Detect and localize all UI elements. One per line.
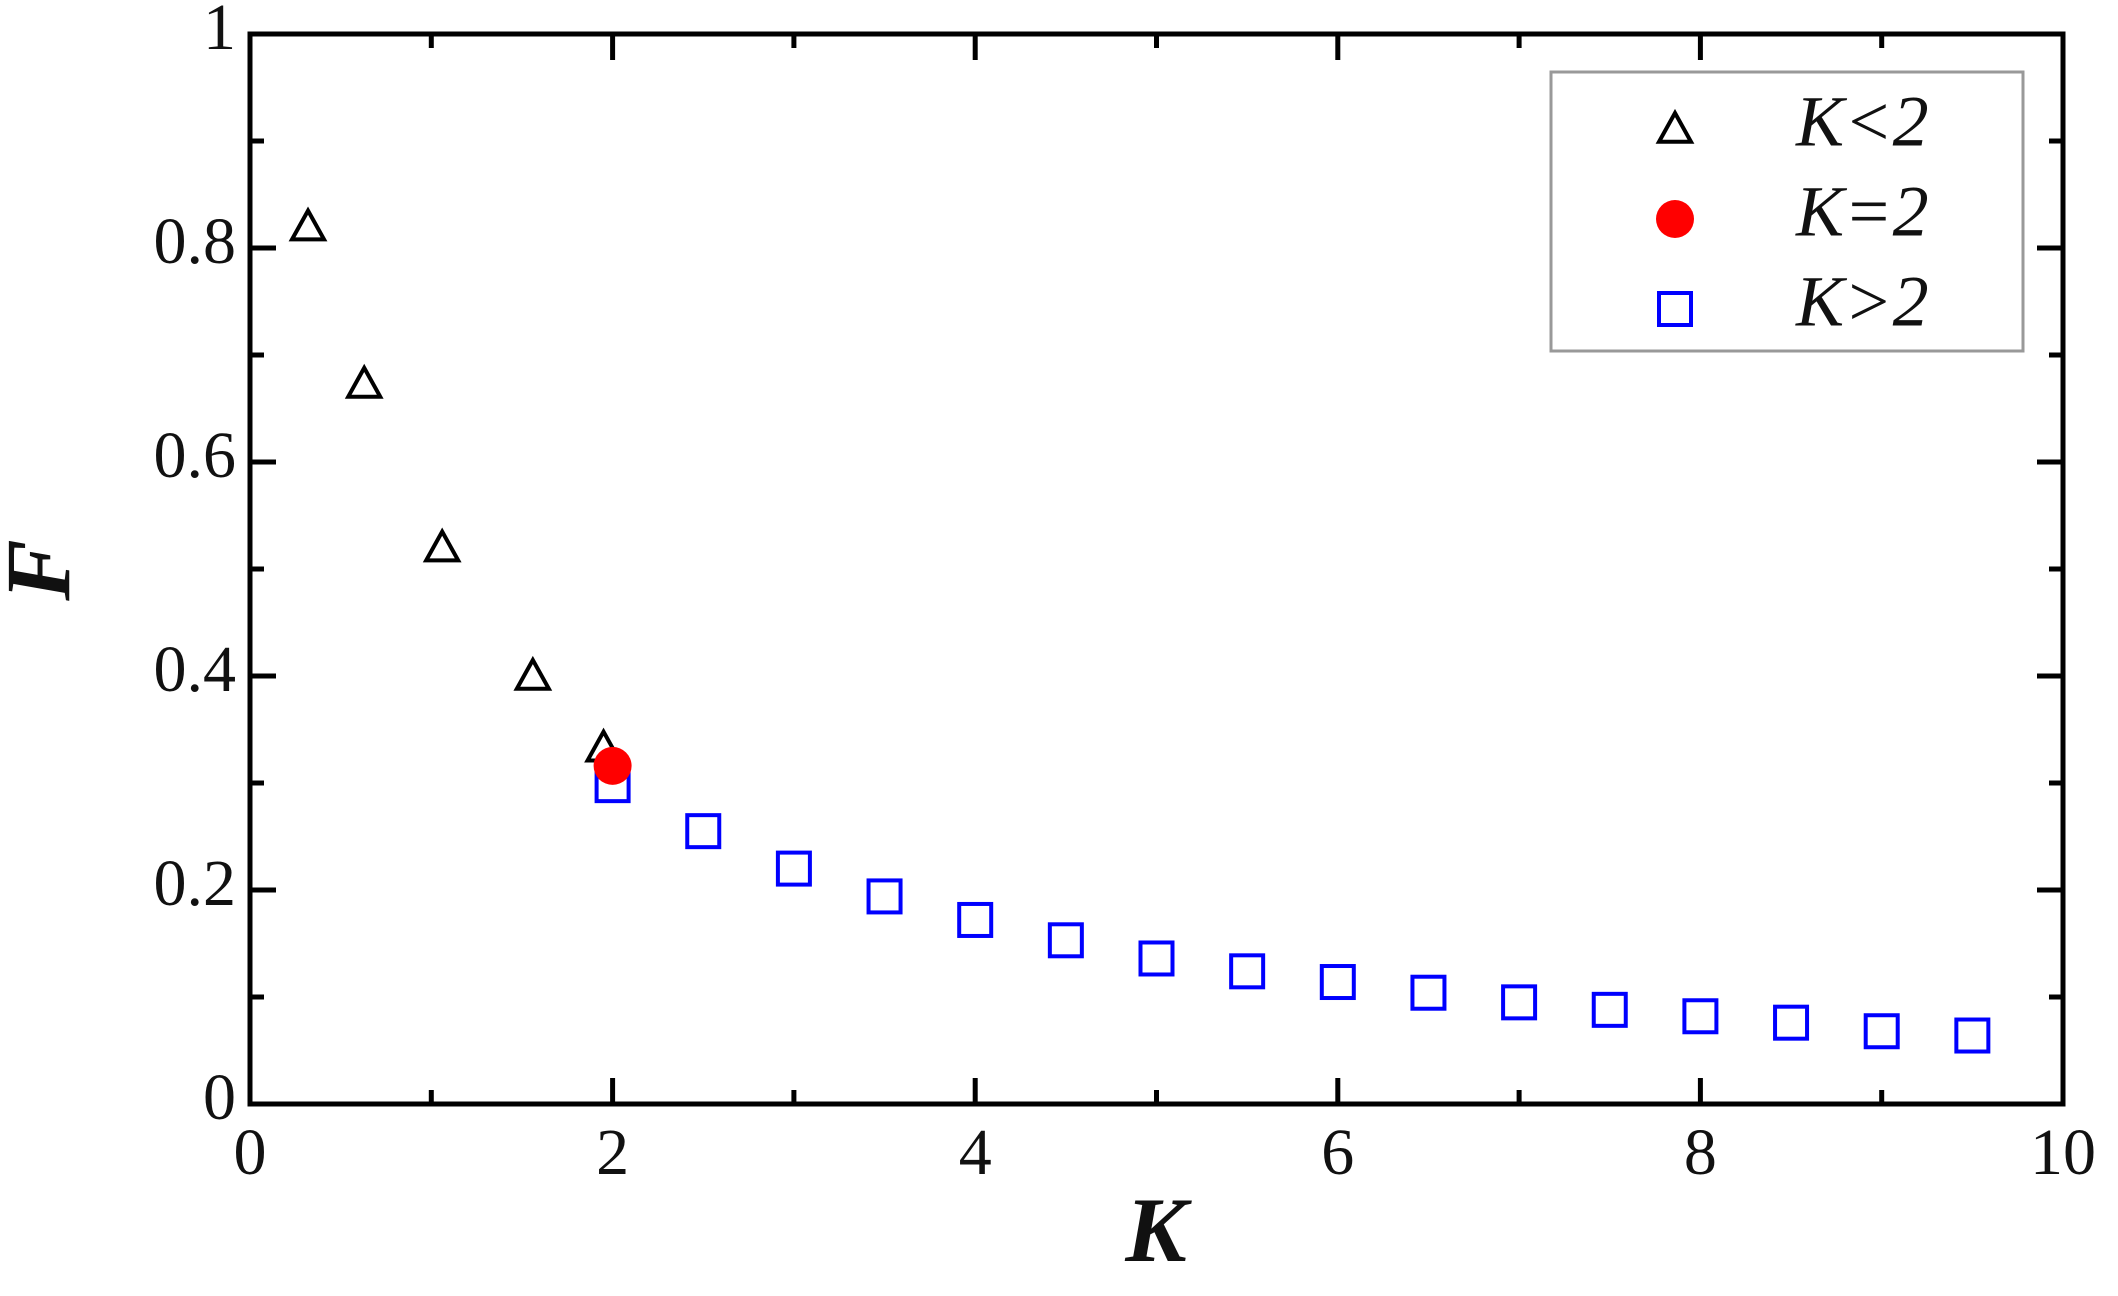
- x-tick-label: 2: [596, 1116, 629, 1189]
- x-tick-label: 6: [1321, 1116, 1354, 1189]
- point: [957, 901, 994, 938]
- y-tick-label: 1: [203, 0, 236, 64]
- point: [1501, 984, 1538, 1021]
- point: [513, 655, 553, 691]
- point: [1410, 974, 1447, 1011]
- y-tick-label: 0.6: [154, 419, 237, 492]
- point: [1229, 953, 1266, 990]
- point: [1773, 1004, 1810, 1041]
- legend-marker: [1656, 200, 1694, 238]
- point: [1047, 922, 1084, 959]
- plot-frame: [247, 31, 2066, 1107]
- y-tick-label: 0.4: [154, 633, 237, 706]
- x-axis-label: K: [1124, 1179, 1192, 1281]
- x-tick-label: 0: [234, 1116, 267, 1189]
- y-tick-label: 0: [203, 1061, 236, 1134]
- point: [422, 527, 462, 563]
- x-tick-label: 8: [1684, 1116, 1717, 1189]
- point: [685, 813, 722, 850]
- point: [344, 363, 384, 399]
- point: [1954, 1017, 1991, 1054]
- point: [775, 850, 812, 887]
- point: [1682, 998, 1719, 1035]
- legend-label: K>2: [1795, 262, 1929, 342]
- point: [593, 746, 632, 785]
- x-tick-label: 4: [959, 1116, 992, 1189]
- point: [866, 878, 903, 915]
- y-tick-label: 0.8: [154, 205, 237, 278]
- legend-label: K=2: [1795, 172, 1929, 252]
- y-tick-label: 0.2: [154, 847, 237, 920]
- legend-marker: [1655, 108, 1695, 144]
- x-tick-label: 10: [2030, 1116, 2096, 1189]
- point: [1863, 1013, 1900, 1050]
- point: [1591, 991, 1628, 1028]
- legend-box: [1549, 70, 2025, 353]
- y-axis-label: F: [0, 539, 89, 601]
- legend-marker: [1657, 291, 1693, 327]
- point: [1138, 940, 1175, 977]
- point: [1319, 964, 1356, 1001]
- point: [288, 206, 328, 242]
- legend-label: K<2: [1795, 82, 1929, 162]
